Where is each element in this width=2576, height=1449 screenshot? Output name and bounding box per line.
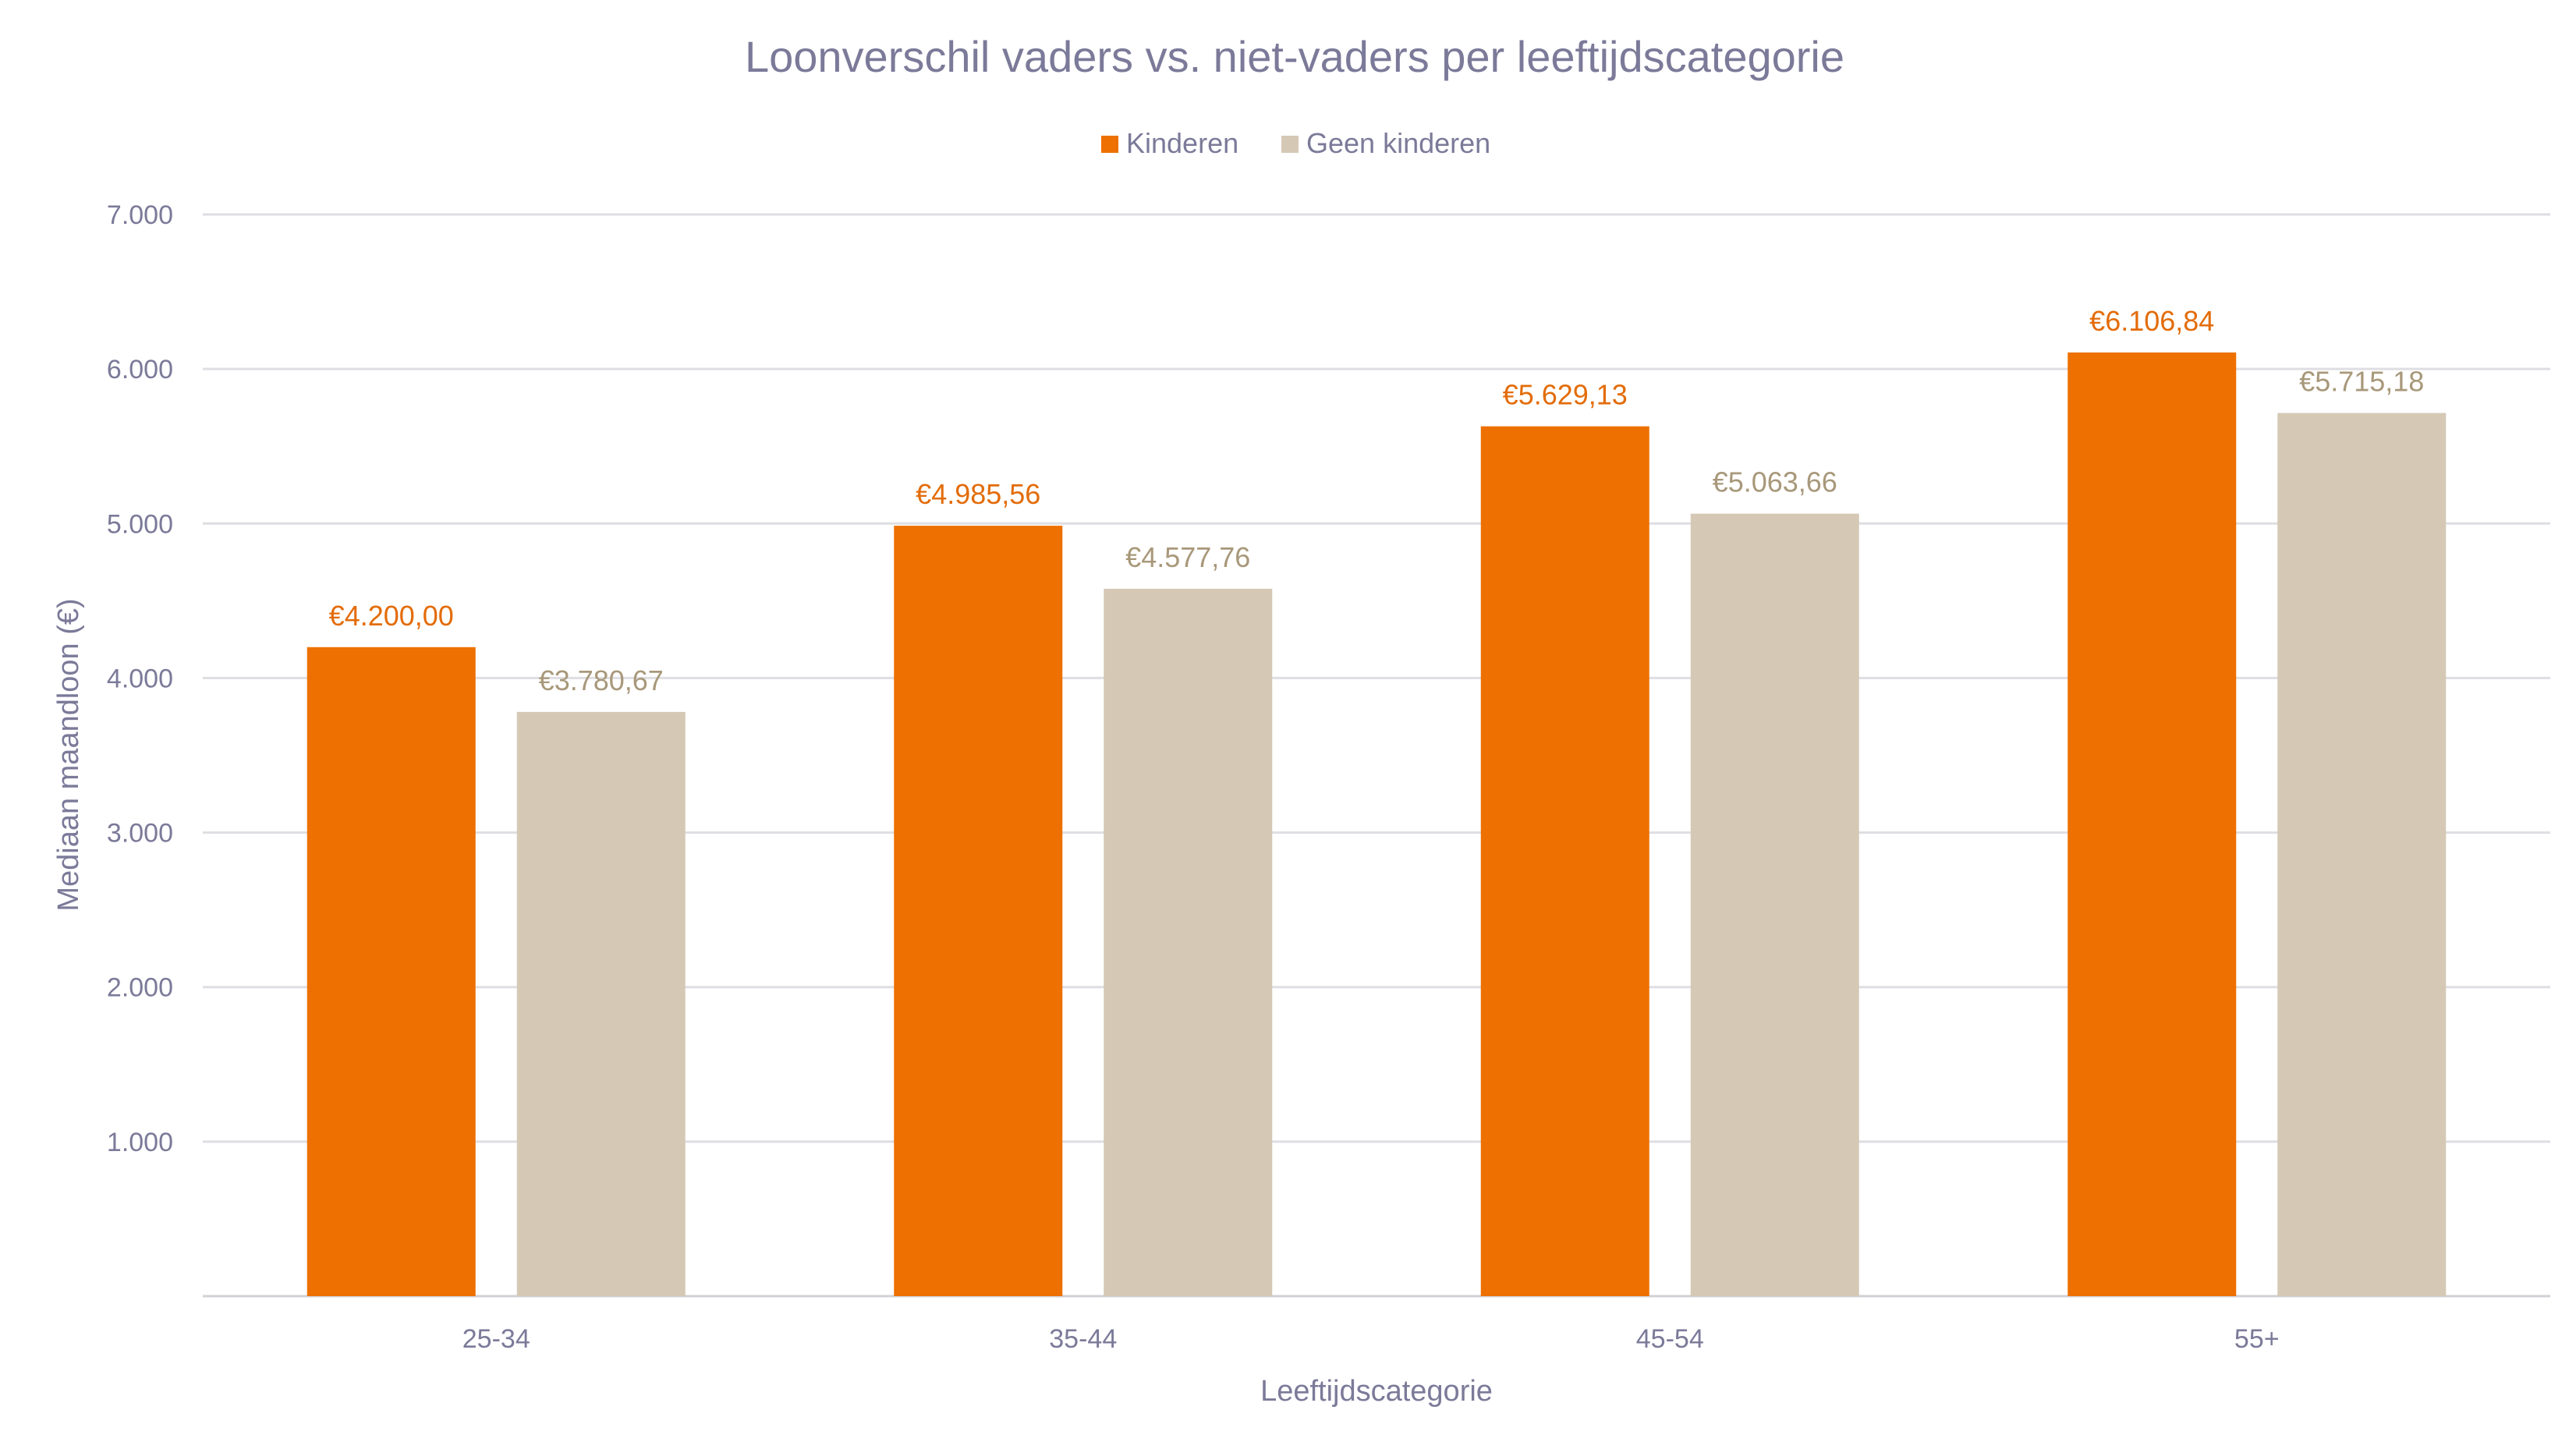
y-tick-label: 4.000: [107, 664, 173, 693]
bar-kinderen: [306, 647, 476, 1296]
bar-kinderen: [1480, 426, 1649, 1296]
bar-geen-kinderen: [1690, 513, 1859, 1296]
x-tick-label: 45-54: [1636, 1324, 1704, 1354]
bar-geen-kinderen: [516, 711, 686, 1296]
data-label: €6.106,84: [2089, 305, 2214, 337]
x-tick-label: 25-34: [462, 1324, 530, 1354]
x-tick-label: 35-44: [1049, 1324, 1117, 1354]
x-axis-label: Leeftijdscategorie: [1260, 1375, 1493, 1408]
bars: €4.200,00 €3.780,67 €4.985,56 €4.577,76 €5.6…: [306, 305, 2447, 1296]
y-tick-label: 2.000: [107, 973, 173, 1003]
y-axis-ticks: 1.000 2.000 3.000 4.000 5.000 6.000 7.000: [107, 200, 173, 1157]
legend-label-geen-kinderen: Geen kinderen: [1306, 127, 1490, 159]
bar-kinderen: [894, 526, 1063, 1296]
y-tick-label: 1.000: [107, 1128, 173, 1157]
y-tick-label: 7.000: [107, 200, 173, 230]
y-tick-label: 5.000: [107, 509, 173, 539]
data-label: €5.715,18: [2299, 366, 2424, 398]
data-label: €4.985,56: [916, 478, 1040, 510]
y-tick-label: 6.000: [107, 355, 173, 384]
data-label: €4.200,00: [329, 600, 454, 632]
legend: Kinderen Geen kinderen: [1101, 127, 1490, 159]
chart-title: Loonverschil vaders vs. niet-vaders per …: [745, 32, 1844, 81]
data-label: €5.629,13: [1503, 379, 1628, 411]
bar-geen-kinderen: [2277, 413, 2447, 1296]
x-axis-ticks: 25-34 35-44 45-54 55+: [462, 1324, 2280, 1354]
legend-swatch-geen-kinderen: [1281, 136, 1299, 153]
legend-label-kinderen: Kinderen: [1126, 127, 1238, 159]
data-label: €4.577,76: [1125, 541, 1250, 573]
bar-kinderen: [2068, 352, 2237, 1296]
data-label: €3.780,67: [539, 664, 664, 696]
bar-geen-kinderen: [1104, 588, 1273, 1296]
legend-swatch-kinderen: [1101, 136, 1118, 153]
y-axis-label: Mediaan maandloon (€): [52, 598, 85, 911]
data-label: €5.063,66: [1713, 466, 1837, 498]
y-tick-label: 3.000: [107, 819, 173, 848]
x-tick-label: 55+: [2234, 1324, 2280, 1354]
